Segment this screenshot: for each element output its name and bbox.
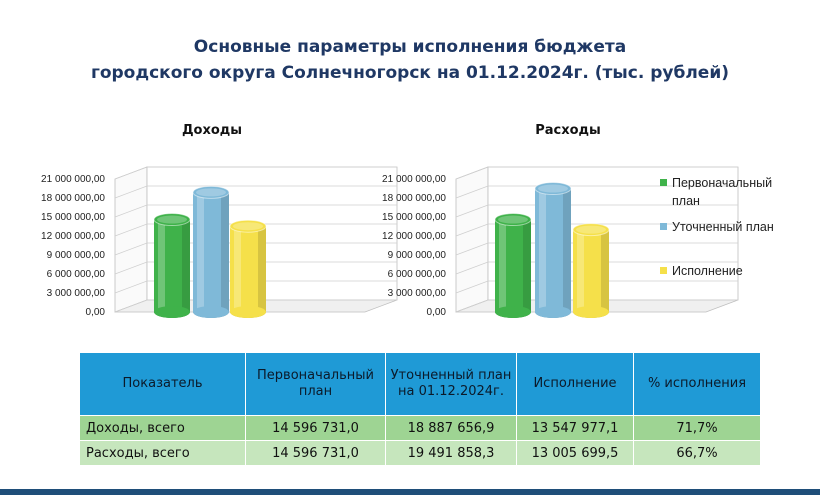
header-plan-updated: Уточненный план на 01.12.2024г. xyxy=(385,352,517,416)
y-tick-label: 6 000 000,00 xyxy=(388,269,447,280)
y-tick-label: 18 000 000,00 xyxy=(382,193,446,204)
y-tick-label: 9 000 000,00 xyxy=(47,250,106,261)
table-row: Расходы, всего 14 596 731,0 19 491 858,3… xyxy=(79,440,761,466)
charts-area: Доходы 0,00 3 000 000,00 6 000 000,00 9 000 … xyxy=(41,123,739,318)
y-tick-label: 3 000 000,00 xyxy=(388,288,447,299)
header-execution-percent: % исполнения xyxy=(633,352,761,416)
y-tick-label: 12 000 000,00 xyxy=(41,231,105,242)
bar-plan-updated xyxy=(192,185,230,318)
gridline xyxy=(114,223,397,237)
y-tick-label: 21 000 000,00 xyxy=(41,174,105,185)
chart-expenses: Расходы 0,00 3 000 000,00 6 000 000,00 9 000… xyxy=(382,123,739,318)
page-title: Основные параметры исполнения бюджета го… xyxy=(0,34,820,86)
page-title-line-1: Основные параметры исполнения бюджета xyxy=(193,37,627,57)
gridline xyxy=(114,299,397,313)
table-row: Доходы, всего 14 596 731,0 18 887 656,9 … xyxy=(79,415,761,441)
gridline xyxy=(114,166,397,180)
gridline xyxy=(455,185,738,199)
bar-plan-updated xyxy=(534,182,572,318)
y-tick-label: 9 000 000,00 xyxy=(388,250,447,261)
legend-label-plan-initial: Первоначальный план xyxy=(672,176,773,208)
chart-title: Доходы xyxy=(182,123,242,138)
gridline xyxy=(114,261,397,275)
bar-execution xyxy=(572,223,610,318)
legend-swatch-plan-initial xyxy=(660,179,667,186)
row-income-plan-initial: 14 596 731,0 xyxy=(245,415,386,441)
y-tick-label: 21 000 000,00 xyxy=(382,174,446,185)
legend-label-execution: Исполнение xyxy=(672,264,743,278)
header-indicator: Показатель xyxy=(79,352,246,416)
summary-table: Показатель Первоначальный план Уточненны… xyxy=(79,352,761,466)
row-expenses-plan-updated: 19 491 858,3 xyxy=(385,440,517,466)
legend-label-plan-updated: Уточненный план xyxy=(672,220,774,234)
gridline xyxy=(455,280,738,294)
row-income-plan-updated: 18 887 656,9 xyxy=(385,415,517,441)
bar-execution xyxy=(229,219,267,318)
gridline xyxy=(455,166,738,180)
gridline xyxy=(455,204,738,218)
y-tick-label: 0,00 xyxy=(86,307,106,318)
row-expenses-plan-initial: 14 596 731,0 xyxy=(245,440,386,466)
bottom-bar xyxy=(0,489,820,495)
row-expenses-label: Расходы, всего xyxy=(79,440,246,466)
row-income-execution: 13 547 977,1 xyxy=(516,415,634,441)
bar-plan-initial xyxy=(494,213,532,318)
gridline xyxy=(455,261,738,275)
table-header-row: Показатель Первоначальный план Уточненны… xyxy=(79,352,761,416)
bar-plan-initial xyxy=(153,213,191,318)
gridline xyxy=(455,299,738,313)
chart-title: Расходы xyxy=(535,123,601,138)
y-tick-label: 3 000 000,00 xyxy=(47,288,106,299)
header-execution: Исполнение xyxy=(516,352,634,416)
legend-swatch-execution xyxy=(660,267,667,274)
y-tick-label: 15 000 000,00 xyxy=(382,212,446,223)
header-plan-initial: Первоначальный план xyxy=(245,352,386,416)
row-expenses-execution: 13 005 699,5 xyxy=(516,440,634,466)
page-title-line-2: городского округа Солнечногорск на 01.12… xyxy=(90,63,730,83)
row-income-percent: 71,7% xyxy=(633,415,761,441)
chart-side-wall xyxy=(114,166,148,313)
chart-income: Доходы 0,00 3 000 000,00 6 000 000,00 9 000 … xyxy=(41,123,398,318)
y-tick-label: 18 000 000,00 xyxy=(41,193,105,204)
y-tick-label: 6 000 000,00 xyxy=(47,269,106,280)
legend-swatch-plan-updated xyxy=(660,223,667,230)
y-tick-label: 12 000 000,00 xyxy=(382,231,446,242)
y-tick-label: 15 000 000,00 xyxy=(41,212,105,223)
gridline xyxy=(114,280,397,294)
gridline xyxy=(455,223,738,237)
chart-side-wall xyxy=(455,166,489,313)
gridline xyxy=(114,242,397,256)
row-expenses-percent: 66,7% xyxy=(633,440,761,466)
gridline xyxy=(455,242,738,256)
row-income-label: Доходы, всего xyxy=(79,415,246,441)
gridline xyxy=(114,185,397,199)
gridline xyxy=(114,204,397,218)
y-tick-label: 0,00 xyxy=(427,307,447,318)
